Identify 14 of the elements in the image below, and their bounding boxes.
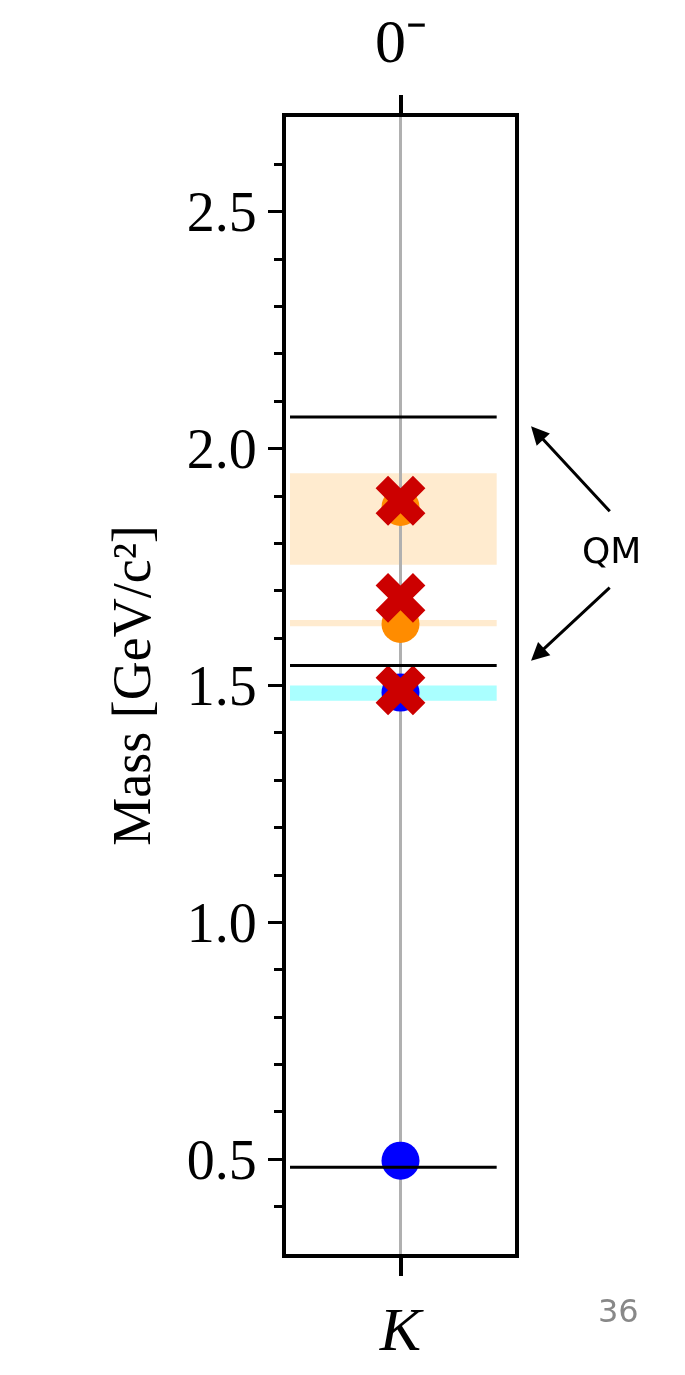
text: 36	[598, 1292, 639, 1330]
text: QM	[582, 530, 642, 571]
point	[375, 665, 426, 716]
y-tick-label: 0.5	[186, 1128, 257, 1191]
point	[381, 1141, 420, 1180]
point	[375, 572, 426, 623]
y-tick-label: 2.0	[186, 418, 257, 481]
y-tick-label: 2.5	[186, 181, 257, 244]
y-axis-title: Mass [GeV/c²]	[101, 525, 162, 846]
y-tick-label: 1.0	[186, 891, 257, 954]
y-tick-label: 1.5	[186, 655, 257, 718]
point	[375, 475, 426, 526]
x-tick-label: K	[378, 1295, 425, 1364]
x2-axis-title: 0⁻	[375, 7, 427, 75]
